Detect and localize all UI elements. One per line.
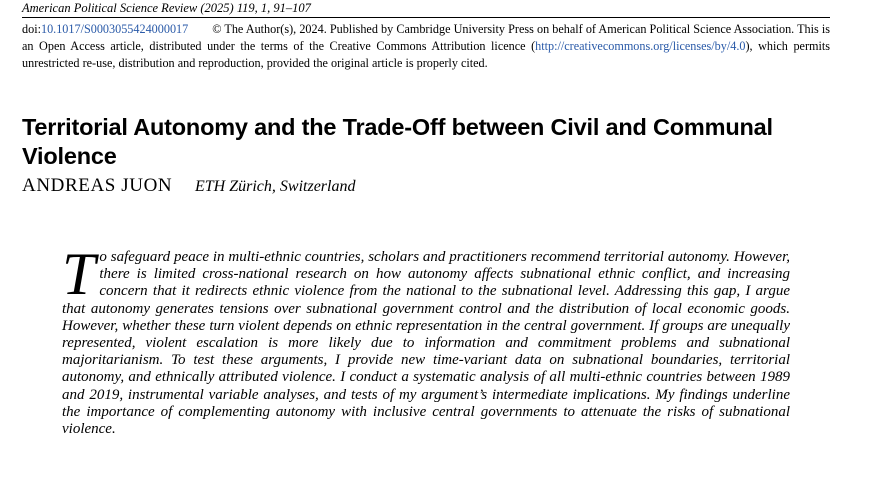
doi-link[interactable]: 10.1017/S0003055424000017: [40, 22, 189, 36]
article-title: Territorial Autonomy and the Trade-Off b…: [22, 114, 773, 169]
author-affiliation: ETH Zürich, Switzerland: [195, 178, 356, 195]
license-tail-text: ), which permits unrestricted re-use, di…: [22, 39, 830, 70]
license-link[interactable]: http://creativecommons.org/licenses/by/4…: [535, 39, 746, 53]
license-notice: doi:10.1017/S0003055424000017 © The Autho…: [22, 21, 830, 72]
copyright-text: © The Author(s), 2024. Published by Camb…: [22, 22, 830, 53]
header-rule: [22, 17, 830, 18]
abstract-text: o safeguard peace in multi-ethnic countr…: [62, 249, 790, 438]
author-name: ANDREAS JUON: [22, 175, 173, 196]
doi-label: doi:: [22, 22, 41, 36]
abstract-dropcap: T: [62, 241, 96, 307]
byline: ANDREAS JUON ETH Zürich, Switzerland: [22, 174, 355, 199]
journal-citation: American Political Science Review (2025)…: [22, 1, 311, 15]
